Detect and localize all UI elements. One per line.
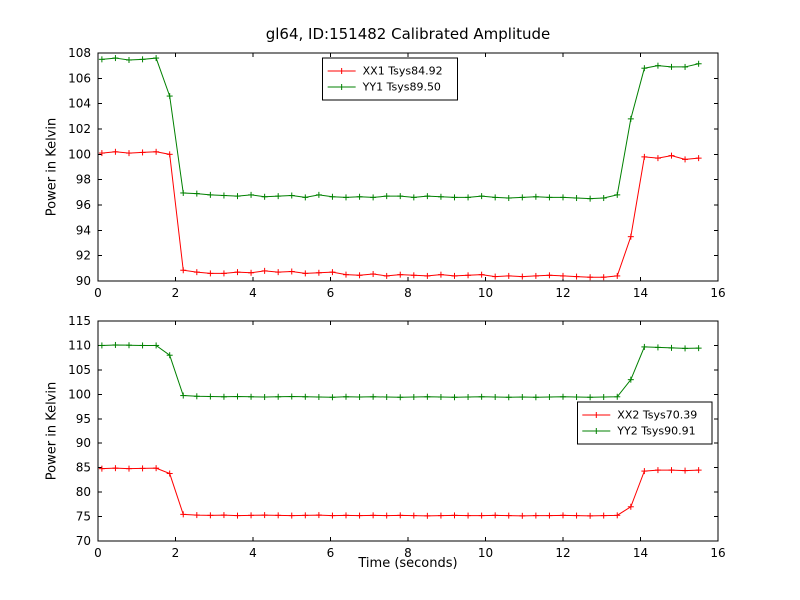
subplot-1: 0 2 4 6 8 10 12 14 16 90 92 94 96 98 100 102 104 106 108 XX… [68,46,726,300]
x-tick-label: 2 [172,286,180,300]
y-tick-label: 98 [76,173,91,187]
x-tick-label: 16 [710,286,725,300]
y-tick-label: 92 [76,249,91,263]
x-tick-label: 6 [327,546,335,560]
plot-title: gl64, ID:151482 Calibrated Amplitude [265,25,551,43]
subplot-2: 0 2 4 6 8 10 12 14 16 70 75 80 85 90 95 100 105 110 115 XX2… [68,314,726,560]
y-tick-label: 70 [76,534,91,548]
x-tick-label: 12 [555,286,570,300]
y-tick-label: 100 [68,387,91,401]
y-tick-label: 100 [68,147,91,161]
x-tick-label: 10 [478,286,493,300]
x-tick-label: 6 [327,286,335,300]
y-tick-label: 102 [68,122,91,136]
legend-label: XX2 Tsys70.39 [617,409,697,422]
legend: XX2 Tsys70.39 YY2 Tsys90.91 [576,401,713,445]
y-tick-label: 80 [76,485,91,499]
legend-label: YY1 Tsys89.50 [362,81,441,94]
y-tick-label: 108 [68,46,91,60]
x-tick-label: 8 [404,546,412,560]
y-tick-label: 94 [76,223,91,237]
y-tick-label: 96 [76,198,91,212]
y-tick-label: 85 [76,461,91,475]
x-tick-label: 14 [633,286,648,300]
y-tick-label: 110 [68,338,91,352]
legend-label: XX1 Tsys84.92 [363,65,443,78]
x-tick-label: 12 [555,546,570,560]
x-tick-label: 16 [710,546,725,560]
x-tick-label: 10 [478,546,493,560]
y-tick-label: 95 [76,412,91,426]
y-tick-label: 115 [68,314,91,328]
x-tick-label: 4 [249,286,257,300]
legend-label: YY2 Tsys90.91 [616,425,695,438]
x-tick-label: 0 [94,546,102,560]
y-tick-label: 106 [68,71,91,85]
x-tick-label: 14 [633,546,648,560]
y-tick-label: 75 [76,510,91,524]
x-tick-label: 8 [404,286,412,300]
y-tick-label: 104 [68,97,91,111]
y-tick-label: 90 [76,274,91,288]
x-tick-label: 0 [94,286,102,300]
x-axis-label: Time (seconds) [358,556,458,571]
y-tick-label: 90 [76,436,91,450]
y-tick-label: 105 [68,363,91,377]
legend: XX1 Tsys84.92 YY1 Tsys89.50 [322,57,458,101]
x-tick-label: 4 [249,546,257,560]
x-tick-label: 2 [172,546,180,560]
